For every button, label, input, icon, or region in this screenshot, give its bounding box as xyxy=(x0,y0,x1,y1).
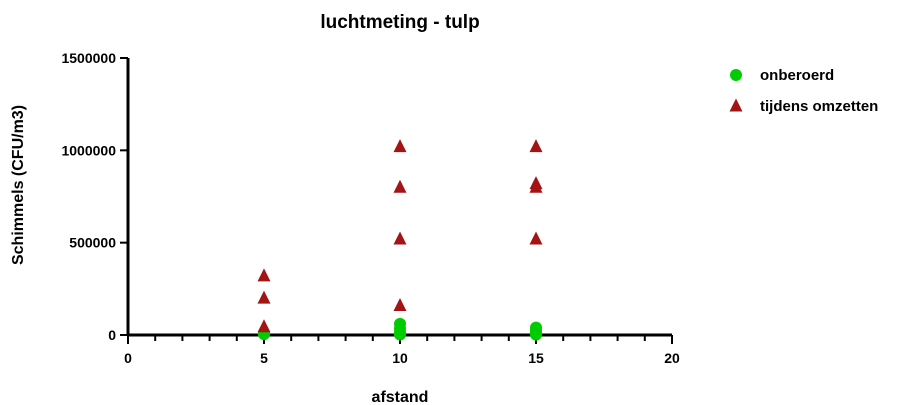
legend-item: tijdens omzetten xyxy=(729,98,878,115)
y-axis-label: Schimmels (CFU/m3) xyxy=(10,105,27,265)
point-triangle xyxy=(257,290,271,304)
point-triangle xyxy=(393,179,407,193)
data-points xyxy=(257,139,543,341)
x-tick-label: 20 xyxy=(664,350,680,366)
series-tijdens-omzetten xyxy=(257,139,543,333)
point-triangle xyxy=(529,231,543,245)
y-tick-label: 500000 xyxy=(69,235,116,251)
point-triangle xyxy=(393,297,407,311)
axes: 0 5 10 15 20 0 500000 1000000 1500000 xyxy=(61,50,680,366)
legend-triangle-marker xyxy=(729,98,743,112)
x-tick-label: 10 xyxy=(392,350,408,366)
point-triangle xyxy=(529,139,543,153)
y-tick-label: 1000000 xyxy=(61,142,116,158)
x-tick-label: 15 xyxy=(528,350,544,366)
point-triangle xyxy=(393,139,407,153)
legend-circle-marker xyxy=(730,69,742,81)
point-triangle xyxy=(529,179,543,193)
legend-label: tijdens omzetten xyxy=(760,98,878,115)
point-triangle xyxy=(393,231,407,245)
series-onberoerd xyxy=(258,317,542,341)
point-triangle xyxy=(257,319,271,333)
point-circle xyxy=(530,328,542,341)
legend-item: onberoerd xyxy=(730,67,834,84)
point-circle xyxy=(394,328,406,341)
x-tick-label: 5 xyxy=(260,350,268,366)
y-tick-label: 1500000 xyxy=(61,50,116,66)
legend-label: onberoerd xyxy=(760,67,834,84)
x-tick-label: 0 xyxy=(124,350,132,366)
legend: onberoerd tijdens omzetten xyxy=(729,67,878,115)
x-axis-label: afstand xyxy=(372,389,429,405)
y-tick-label: 0 xyxy=(108,327,116,343)
chart-title: luchtmeting - tulp xyxy=(320,12,479,33)
point-triangle xyxy=(257,268,271,282)
